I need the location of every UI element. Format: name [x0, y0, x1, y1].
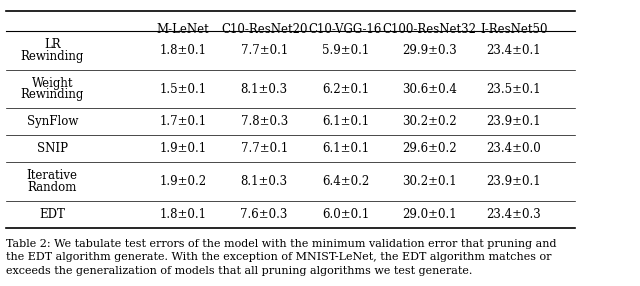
Text: 6.2±0.1: 6.2±0.1 — [322, 83, 369, 96]
Text: Rewinding: Rewinding — [20, 88, 84, 102]
Text: 29.0±0.1: 29.0±0.1 — [403, 208, 457, 221]
Text: 6.0±0.1: 6.0±0.1 — [322, 208, 369, 221]
Text: 1.7±0.1: 1.7±0.1 — [159, 115, 207, 128]
Text: 23.4±0.0: 23.4±0.0 — [486, 142, 541, 155]
Text: Rewinding: Rewinding — [20, 50, 84, 63]
Text: 7.7±0.1: 7.7±0.1 — [241, 44, 288, 57]
Text: EDT: EDT — [39, 208, 65, 221]
Text: M-LeNet: M-LeNet — [157, 23, 209, 36]
Text: 6.1±0.1: 6.1±0.1 — [322, 142, 369, 155]
Text: Weight: Weight — [31, 77, 73, 90]
Text: 1.9±0.1: 1.9±0.1 — [159, 142, 207, 155]
Text: 7.8±0.3: 7.8±0.3 — [241, 115, 288, 128]
Text: SynFlow: SynFlow — [27, 115, 78, 128]
Text: Iterative: Iterative — [27, 169, 77, 182]
Text: 5.9±0.1: 5.9±0.1 — [322, 44, 369, 57]
Text: SNIP: SNIP — [36, 142, 68, 155]
Text: Random: Random — [28, 181, 77, 194]
Text: 23.5±0.1: 23.5±0.1 — [486, 83, 541, 96]
Text: 8.1±0.3: 8.1±0.3 — [241, 83, 288, 96]
Text: I-ResNet50: I-ResNet50 — [480, 23, 548, 36]
Text: 29.6±0.2: 29.6±0.2 — [403, 142, 457, 155]
Text: C10-ResNet20: C10-ResNet20 — [221, 23, 307, 36]
Text: C10-VGG-16: C10-VGG-16 — [308, 23, 382, 36]
Text: 1.9±0.2: 1.9±0.2 — [159, 175, 207, 188]
Text: 1.8±0.1: 1.8±0.1 — [159, 208, 206, 221]
Text: 6.1±0.1: 6.1±0.1 — [322, 115, 369, 128]
Text: 30.6±0.4: 30.6±0.4 — [402, 83, 457, 96]
Text: 30.2±0.1: 30.2±0.1 — [403, 175, 457, 188]
Text: 23.4±0.3: 23.4±0.3 — [486, 208, 541, 221]
Text: 30.2±0.2: 30.2±0.2 — [403, 115, 457, 128]
Text: 23.4±0.1: 23.4±0.1 — [486, 44, 541, 57]
Text: 1.5±0.1: 1.5±0.1 — [159, 83, 207, 96]
Text: 7.7±0.1: 7.7±0.1 — [241, 142, 288, 155]
Text: 8.1±0.3: 8.1±0.3 — [241, 175, 288, 188]
Text: 6.4±0.2: 6.4±0.2 — [322, 175, 369, 188]
Text: C100-ResNet32: C100-ResNet32 — [383, 23, 477, 36]
Text: Table 2: We tabulate test errors of the model with the minimum validation error : Table 2: We tabulate test errors of the … — [6, 239, 556, 276]
Text: 1.8±0.1: 1.8±0.1 — [159, 44, 206, 57]
Text: 23.9±0.1: 23.9±0.1 — [486, 175, 541, 188]
Text: 7.6±0.3: 7.6±0.3 — [241, 208, 288, 221]
Text: LR: LR — [44, 38, 61, 51]
Text: 23.9±0.1: 23.9±0.1 — [486, 115, 541, 128]
Text: 29.9±0.3: 29.9±0.3 — [402, 44, 457, 57]
